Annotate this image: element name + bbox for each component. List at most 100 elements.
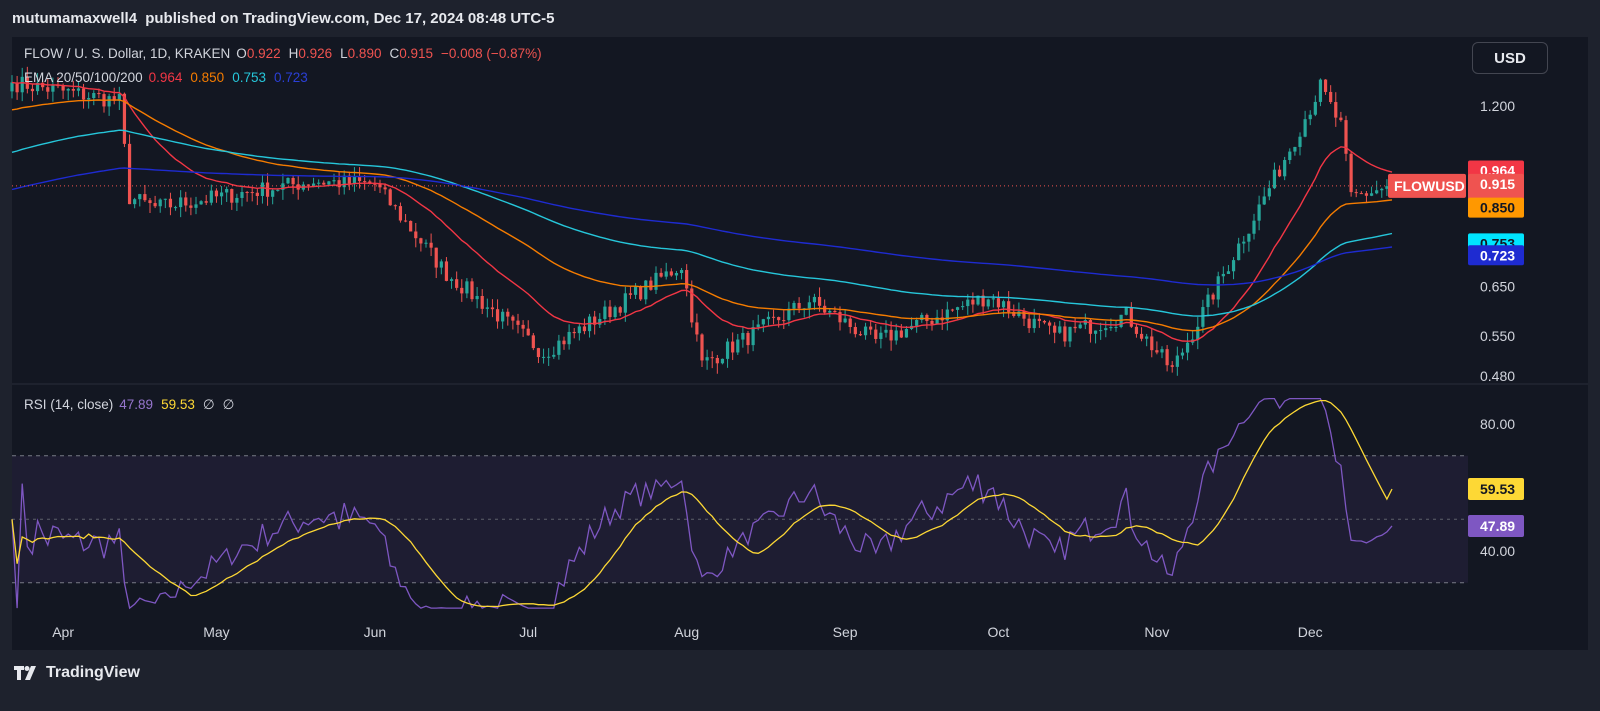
candle[interactable]: [168, 192, 173, 216]
candle[interactable]: [531, 332, 535, 351]
candle[interactable]: [30, 83, 35, 102]
candle[interactable]: [945, 301, 949, 331]
candle[interactable]: [414, 222, 418, 248]
candle[interactable]: [1139, 327, 1144, 342]
candle[interactable]: [1150, 328, 1154, 358]
candle[interactable]: [1196, 317, 1200, 350]
candle[interactable]: [158, 198, 162, 213]
candle[interactable]: [434, 247, 438, 279]
candle[interactable]: [577, 323, 581, 341]
candle[interactable]: [782, 310, 786, 330]
candle[interactable]: [1303, 110, 1307, 138]
candle[interactable]: [1073, 318, 1077, 333]
candle[interactable]: [260, 174, 265, 204]
candle[interactable]: [1160, 346, 1164, 359]
candle[interactable]: [991, 294, 995, 308]
candle[interactable]: [138, 193, 142, 207]
candle[interactable]: [1191, 329, 1195, 346]
candle[interactable]: [1277, 165, 1282, 178]
chart-frame[interactable]: [12, 37, 1588, 650]
candle[interactable]: [736, 333, 740, 355]
candle[interactable]: [817, 287, 822, 312]
candle[interactable]: [424, 239, 428, 248]
candle[interactable]: [1129, 302, 1133, 329]
candle[interactable]: [823, 299, 827, 315]
candle[interactable]: [1237, 237, 1241, 261]
candle[interactable]: [1369, 186, 1374, 197]
candle[interactable]: [1221, 266, 1225, 284]
candle[interactable]: [1104, 321, 1108, 338]
candle[interactable]: [1226, 265, 1231, 275]
candle[interactable]: [940, 309, 944, 330]
candle[interactable]: [46, 78, 50, 100]
candle[interactable]: [10, 75, 14, 99]
candle[interactable]: [879, 326, 883, 349]
candle[interactable]: [751, 320, 755, 352]
candle[interactable]: [613, 305, 617, 320]
candle[interactable]: [342, 170, 346, 195]
candle[interactable]: [245, 190, 249, 202]
candle[interactable]: [194, 196, 198, 215]
candle[interactable]: [153, 195, 157, 209]
symbol-tag[interactable]: FLOWUSD: [1388, 173, 1466, 198]
candle[interactable]: [582, 318, 587, 335]
candle[interactable]: [1027, 314, 1031, 333]
candle[interactable]: [746, 331, 750, 354]
candle[interactable]: [189, 197, 193, 216]
candle[interactable]: [863, 322, 868, 340]
candle[interactable]: [1231, 257, 1236, 280]
candle[interactable]: [1180, 348, 1185, 360]
candle[interactable]: [516, 313, 520, 334]
candle[interactable]: [485, 298, 489, 318]
candle[interactable]: [1313, 95, 1317, 117]
candle[interactable]: [322, 180, 326, 186]
candle[interactable]: [1078, 322, 1082, 329]
candle[interactable]: [552, 346, 556, 359]
candle[interactable]: [608, 300, 612, 324]
candle[interactable]: [173, 205, 178, 211]
candle[interactable]: [869, 320, 873, 335]
candle[interactable]: [986, 298, 990, 310]
candle[interactable]: [455, 271, 459, 291]
candle[interactable]: [812, 293, 817, 311]
candle[interactable]: [587, 313, 592, 338]
candle[interactable]: [858, 331, 863, 337]
candle[interactable]: [644, 279, 648, 305]
candle[interactable]: [495, 299, 500, 329]
candle[interactable]: [444, 257, 449, 282]
candle[interactable]: [311, 177, 316, 188]
candle[interactable]: [475, 287, 479, 309]
candle[interactable]: [1323, 79, 1328, 95]
candle[interactable]: [1211, 292, 1215, 305]
candle[interactable]: [981, 289, 985, 315]
candle[interactable]: [363, 174, 367, 190]
symbol-legend[interactable]: FLOW / U. S. Dollar, 1D, KRAKEN O0.922 H0.…: [24, 46, 548, 61]
ema200-price-label[interactable]: 0.723: [1468, 245, 1524, 266]
candle[interactable]: [593, 310, 597, 335]
candle[interactable]: [143, 184, 147, 202]
candle[interactable]: [1272, 162, 1277, 190]
candle[interactable]: [1099, 322, 1103, 340]
candle[interactable]: [1042, 319, 1047, 325]
candle[interactable]: [1349, 150, 1353, 197]
candle[interactable]: [807, 295, 811, 319]
candle[interactable]: [547, 348, 551, 366]
candle[interactable]: [874, 323, 878, 344]
candle[interactable]: [1344, 115, 1348, 162]
candle[interactable]: [76, 81, 81, 97]
candle[interactable]: [317, 179, 321, 189]
candle[interactable]: [557, 334, 561, 360]
candle[interactable]: [1364, 190, 1369, 203]
candle[interactable]: [541, 348, 546, 364]
candle[interactable]: [1001, 299, 1006, 318]
candle[interactable]: [470, 278, 474, 302]
candle[interactable]: [506, 308, 510, 326]
candle[interactable]: [521, 320, 525, 337]
candle[interactable]: [337, 171, 341, 195]
candle[interactable]: [403, 214, 408, 223]
candle[interactable]: [1037, 313, 1041, 328]
candle[interactable]: [1257, 195, 1261, 231]
candle[interactable]: [327, 180, 331, 186]
candle[interactable]: [1247, 233, 1251, 252]
candle[interactable]: [771, 309, 776, 325]
